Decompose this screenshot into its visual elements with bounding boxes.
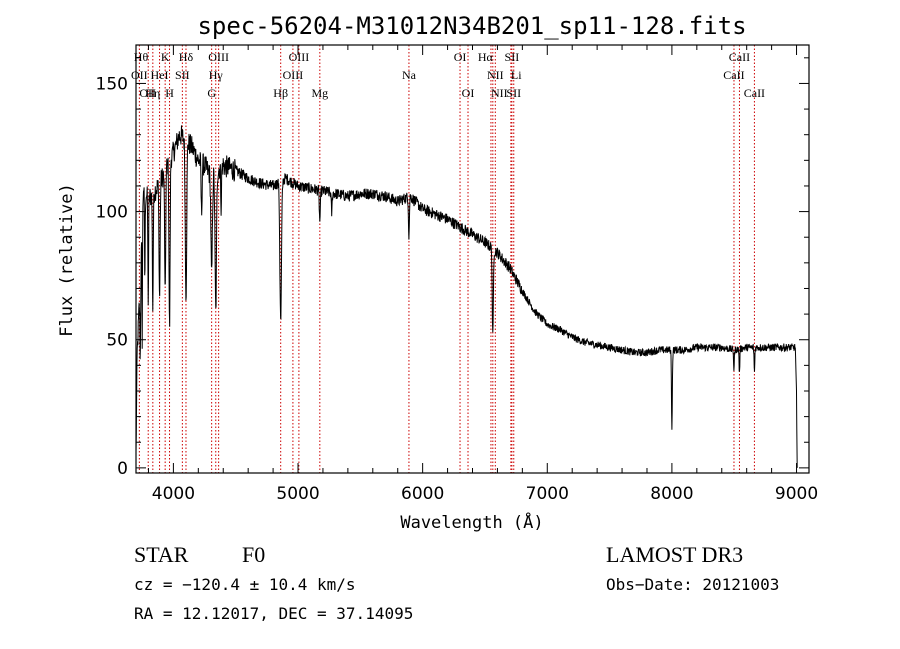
y-tick-label: 100 [96,203,128,223]
y-tick-labels: 0 50 100 150 [96,74,128,478]
line-marker-label: Hθ [134,50,149,64]
line-marker-label: CaII [744,86,765,100]
x-tick-label: 6000 [401,484,444,504]
x-tick-label: 9000 [775,484,818,504]
x-tick-label: 5000 [276,484,319,504]
line-marker-label: SII [505,50,520,64]
line-marker-label: Hβ [273,86,288,100]
object-subclass: F0 [242,542,265,567]
line-marker-label: Hη [145,86,160,100]
x-axis-label: Wavelength (Å) [400,511,543,533]
survey-name: LAMOST DR3 [606,542,743,567]
line-marker-label: OIII [208,50,229,64]
y-axis-label: Flux (relative) [57,183,77,337]
line-marker-label: HeI [151,68,169,82]
coordinates: RA = 12.12017, DEC = 37.14095 [134,604,413,623]
line-marker-label: CaII [729,50,750,64]
redshift-cz: cz = −120.4 ± 10.4 km/s [134,575,356,594]
object-class: STAR [134,542,189,567]
x-tick-labels: 4000 5000 6000 7000 8000 9000 [152,484,818,504]
line-marker-label: OI [462,86,475,100]
line-marker-label: H [165,86,174,100]
plot-frame [135,44,810,474]
line-marker-label: SII [506,86,521,100]
line-marker-label: NII [491,86,508,100]
line-marker-label: OI [454,50,467,64]
line-marker-label: K [161,50,170,64]
line-marker-label: Li [511,68,522,82]
y-tick-label: 50 [106,331,128,351]
line-marker-label: OII [131,68,148,82]
line-marker-label: Hα [478,50,494,64]
line-marker-label: NII [487,68,504,82]
chart-title: spec-56204-M31012N34B201_sp11-128.fits [197,12,746,40]
x-tick-label: 7000 [526,484,569,504]
spectral-line-markers [138,45,755,473]
line-marker-label: OII [139,86,156,100]
line-marker-label: OIII [283,68,304,82]
observation-date: Obs−Date: 20121003 [606,575,779,594]
line-marker-label: Hγ [209,68,224,82]
x-tick-label: 4000 [152,484,195,504]
line-marker-label: SII [175,68,190,82]
y-tick-label: 150 [96,74,128,94]
line-marker-label: Na [402,68,417,82]
axis-ticks [136,45,809,473]
y-tick-label: 0 [117,459,128,479]
x-tick-label: 8000 [650,484,693,504]
line-marker-label: OIII [289,50,310,64]
spectrum-line [135,125,798,468]
line-marker-label: Hδ [179,50,194,64]
line-marker-label: CaII [723,68,744,82]
line-marker-label: Mg [311,86,328,100]
line-marker-label: G [207,86,216,100]
